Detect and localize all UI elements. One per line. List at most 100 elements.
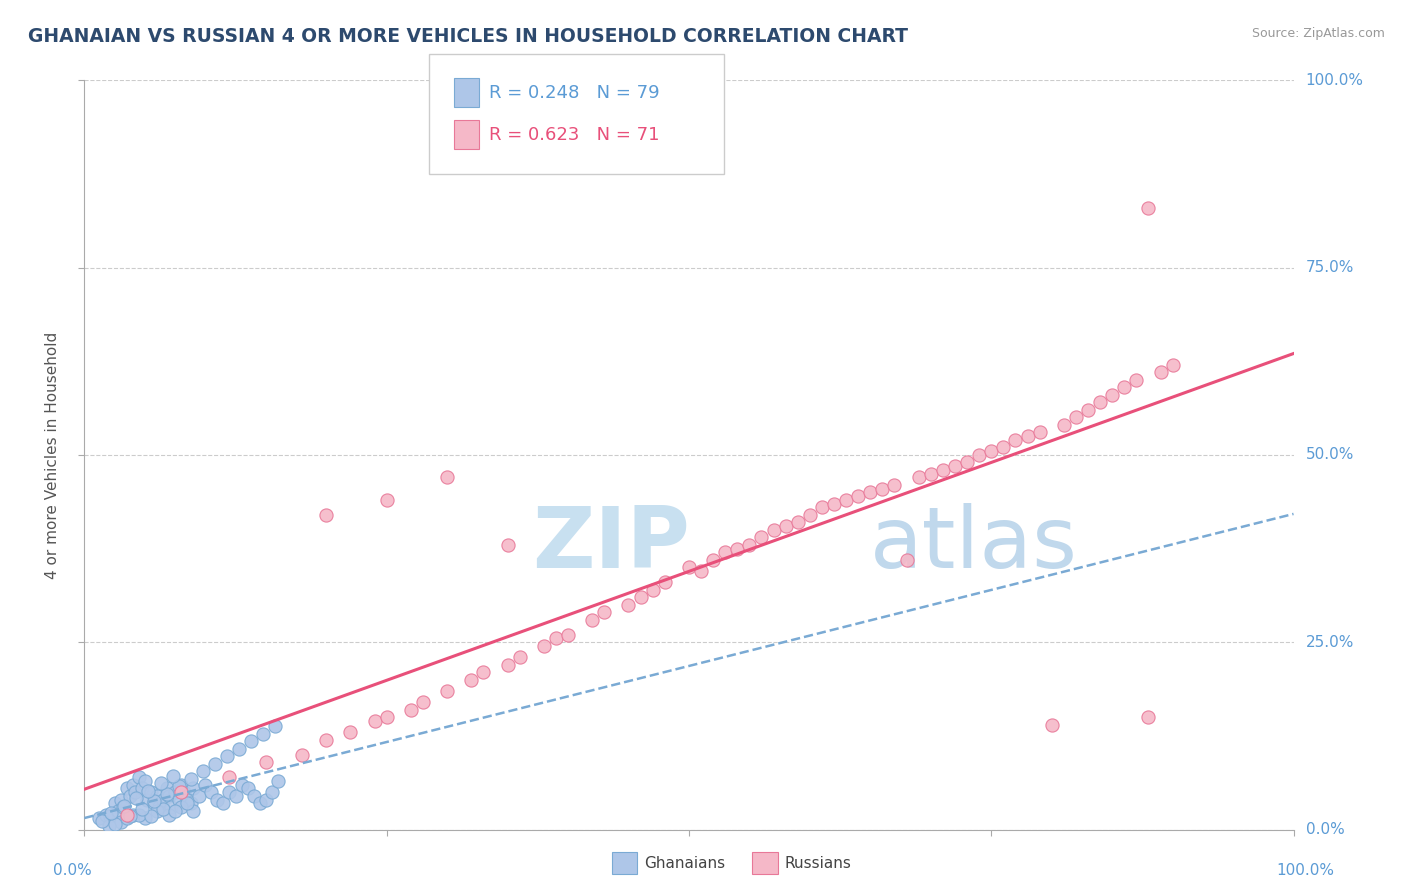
Point <box>267 773 290 788</box>
Point <box>363 714 385 728</box>
Point <box>339 725 361 739</box>
Point <box>786 516 808 530</box>
Text: Source: ZipAtlas.com: Source: ZipAtlas.com <box>1251 27 1385 40</box>
Point <box>1114 380 1136 394</box>
Point <box>690 564 713 578</box>
Text: 25.0%: 25.0% <box>1306 635 1354 649</box>
Point <box>218 785 240 799</box>
Point <box>678 560 700 574</box>
Point <box>249 797 271 811</box>
Point <box>155 787 177 801</box>
Point <box>225 789 247 803</box>
Point <box>162 769 184 783</box>
Point <box>160 800 183 814</box>
Point <box>1088 395 1111 409</box>
Point <box>97 819 120 833</box>
Point <box>148 800 170 814</box>
Point <box>149 776 172 790</box>
Point <box>165 804 187 818</box>
Point <box>823 497 845 511</box>
Point <box>128 770 150 784</box>
Point <box>1137 201 1160 215</box>
Point <box>617 598 640 612</box>
Point <box>811 500 834 515</box>
Point <box>1004 433 1026 447</box>
Text: GHANAIAN VS RUSSIAN 4 OR MORE VEHICLES IN HOUSEHOLD CORRELATION CHART: GHANAIAN VS RUSSIAN 4 OR MORE VEHICLES I… <box>28 27 908 45</box>
Point <box>242 789 264 803</box>
Point <box>167 779 190 793</box>
Text: R = 0.248   N = 79: R = 0.248 N = 79 <box>489 84 659 102</box>
Point <box>176 797 198 811</box>
Point <box>231 778 253 792</box>
Point <box>375 492 398 507</box>
Point <box>725 541 748 556</box>
Point <box>264 719 287 733</box>
Text: 100.0%: 100.0% <box>1277 863 1334 879</box>
Text: ZIP: ZIP <box>531 503 689 586</box>
Point <box>136 792 159 806</box>
Point <box>115 807 138 822</box>
Text: 50.0%: 50.0% <box>1306 448 1354 462</box>
Point <box>460 673 482 687</box>
Point <box>191 764 214 778</box>
Point <box>252 726 274 740</box>
Point <box>157 789 180 803</box>
Text: R = 0.623   N = 71: R = 0.623 N = 71 <box>489 126 659 144</box>
Point <box>714 545 737 559</box>
Point <box>593 605 616 619</box>
Point <box>173 785 195 799</box>
Point <box>254 755 277 769</box>
Point <box>436 684 458 698</box>
Point <box>1101 388 1123 402</box>
Point <box>188 789 211 803</box>
Point <box>496 538 519 552</box>
Point <box>200 785 222 799</box>
Point <box>110 792 132 806</box>
Point <box>157 807 180 822</box>
Text: atlas: atlas <box>870 503 1078 586</box>
Point <box>170 778 193 792</box>
Point <box>1125 373 1147 387</box>
Point <box>120 789 142 803</box>
Point <box>993 441 1015 455</box>
Point <box>180 772 202 786</box>
Point <box>533 639 555 653</box>
Point <box>1149 366 1171 380</box>
Point <box>121 778 143 792</box>
Point <box>212 797 235 811</box>
Point <box>254 792 277 806</box>
Text: 75.0%: 75.0% <box>1306 260 1354 275</box>
Point <box>859 485 882 500</box>
Point <box>1064 410 1087 425</box>
Point <box>134 773 156 788</box>
Point <box>762 523 785 537</box>
Point <box>509 650 531 665</box>
Point <box>883 478 905 492</box>
Point <box>260 785 283 799</box>
Point <box>128 807 150 822</box>
Point <box>134 811 156 825</box>
Text: 0.0%: 0.0% <box>53 863 91 879</box>
Point <box>91 814 114 828</box>
Point <box>180 797 202 811</box>
Point <box>104 797 127 811</box>
Y-axis label: 4 or more Vehicles in Household: 4 or more Vehicles in Household <box>45 331 60 579</box>
Point <box>218 770 240 784</box>
Point <box>1040 717 1063 731</box>
Point <box>181 804 204 818</box>
Point <box>181 781 204 796</box>
Text: Ghanaians: Ghanaians <box>644 856 725 871</box>
Point <box>956 455 979 469</box>
Point <box>375 710 398 724</box>
Point <box>100 806 122 821</box>
Point <box>104 816 127 830</box>
Point <box>204 756 226 771</box>
Point <box>641 582 664 597</box>
Point <box>139 809 162 823</box>
Point <box>775 519 797 533</box>
Point <box>98 809 121 823</box>
Point <box>496 657 519 672</box>
Point <box>124 785 146 799</box>
Point <box>557 628 579 642</box>
Point <box>315 732 337 747</box>
